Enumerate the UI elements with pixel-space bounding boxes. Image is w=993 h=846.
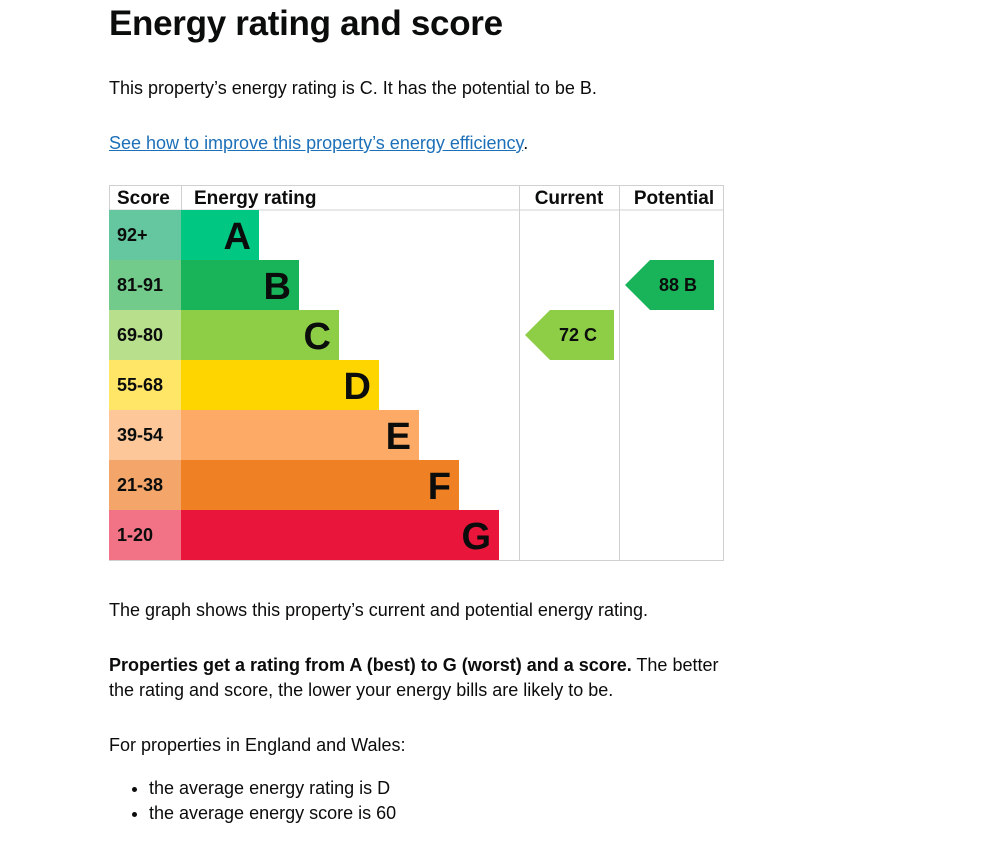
score-label: 1-20 xyxy=(117,525,153,545)
list-item: the average energy score is 60 xyxy=(149,801,396,826)
graph-explanation: The graph shows this property’s current … xyxy=(109,600,648,620)
rating-bar-b xyxy=(181,260,299,310)
rating-letter: A xyxy=(224,216,251,258)
header-energy-rating: Energy rating xyxy=(194,188,316,209)
score-cell-c xyxy=(109,310,181,360)
rating-letter: C xyxy=(304,316,331,358)
score-label: 39-54 xyxy=(117,425,163,445)
list-item: the average energy rating is D xyxy=(149,776,396,801)
current-rating-label: 72 C xyxy=(559,325,597,345)
rating-bar-e xyxy=(181,410,419,460)
page-title: Energy rating and score xyxy=(109,4,503,43)
score-label: 55-68 xyxy=(117,375,163,395)
rating-bar-d xyxy=(181,360,379,410)
score-label: 21-38 xyxy=(117,475,163,495)
intro-text: This property’s energy rating is C. It h… xyxy=(109,78,597,98)
current-rating-arrow xyxy=(525,310,614,360)
score-label: 69-80 xyxy=(117,325,163,345)
rating-rest: The better the rating and score, the low… xyxy=(109,655,719,700)
score-label: 92+ xyxy=(117,225,148,245)
link-suffix: . xyxy=(523,133,529,153)
potential-rating-arrow xyxy=(625,260,714,310)
score-cell-e xyxy=(109,410,181,460)
score-cell-b xyxy=(109,260,181,310)
score-cell-a xyxy=(109,210,181,260)
header-potential: Potential xyxy=(634,188,714,209)
rating-explanation: Properties get a rating from A (best) to… xyxy=(109,653,729,703)
rating-bar-f xyxy=(181,460,459,510)
header-score: Score xyxy=(117,188,170,209)
energy-rating-chart: Score Energy rating Current Potential 92+ A 81… xyxy=(109,185,724,561)
improve-link[interactable]: See how to improve this property’s energ… xyxy=(109,133,524,153)
score-cell-d xyxy=(109,360,181,410)
score-cell-f xyxy=(109,460,181,510)
potential-rating-label: 88 B xyxy=(659,275,697,295)
rating-bar-g xyxy=(181,510,499,560)
england-wales-heading: For properties in England and Wales: xyxy=(109,735,406,755)
rating-letter: G xyxy=(461,516,491,558)
rating-letter: E xyxy=(386,416,411,458)
rating-letter: F xyxy=(428,466,451,508)
rating-bold: Properties get a rating from A (best) to… xyxy=(109,655,632,675)
score-cell-g xyxy=(109,510,181,560)
rating-bar-a xyxy=(181,210,259,260)
improve-paragraph: See how to improve this property’s energ… xyxy=(109,131,528,156)
rating-bar-c xyxy=(181,310,339,360)
score-label: 81-91 xyxy=(117,275,163,295)
average-list: the average energy rating is D the avera… xyxy=(109,776,396,826)
rating-letter: B xyxy=(264,266,291,308)
header-current: Current xyxy=(535,188,604,209)
rating-letter: D xyxy=(344,366,371,408)
